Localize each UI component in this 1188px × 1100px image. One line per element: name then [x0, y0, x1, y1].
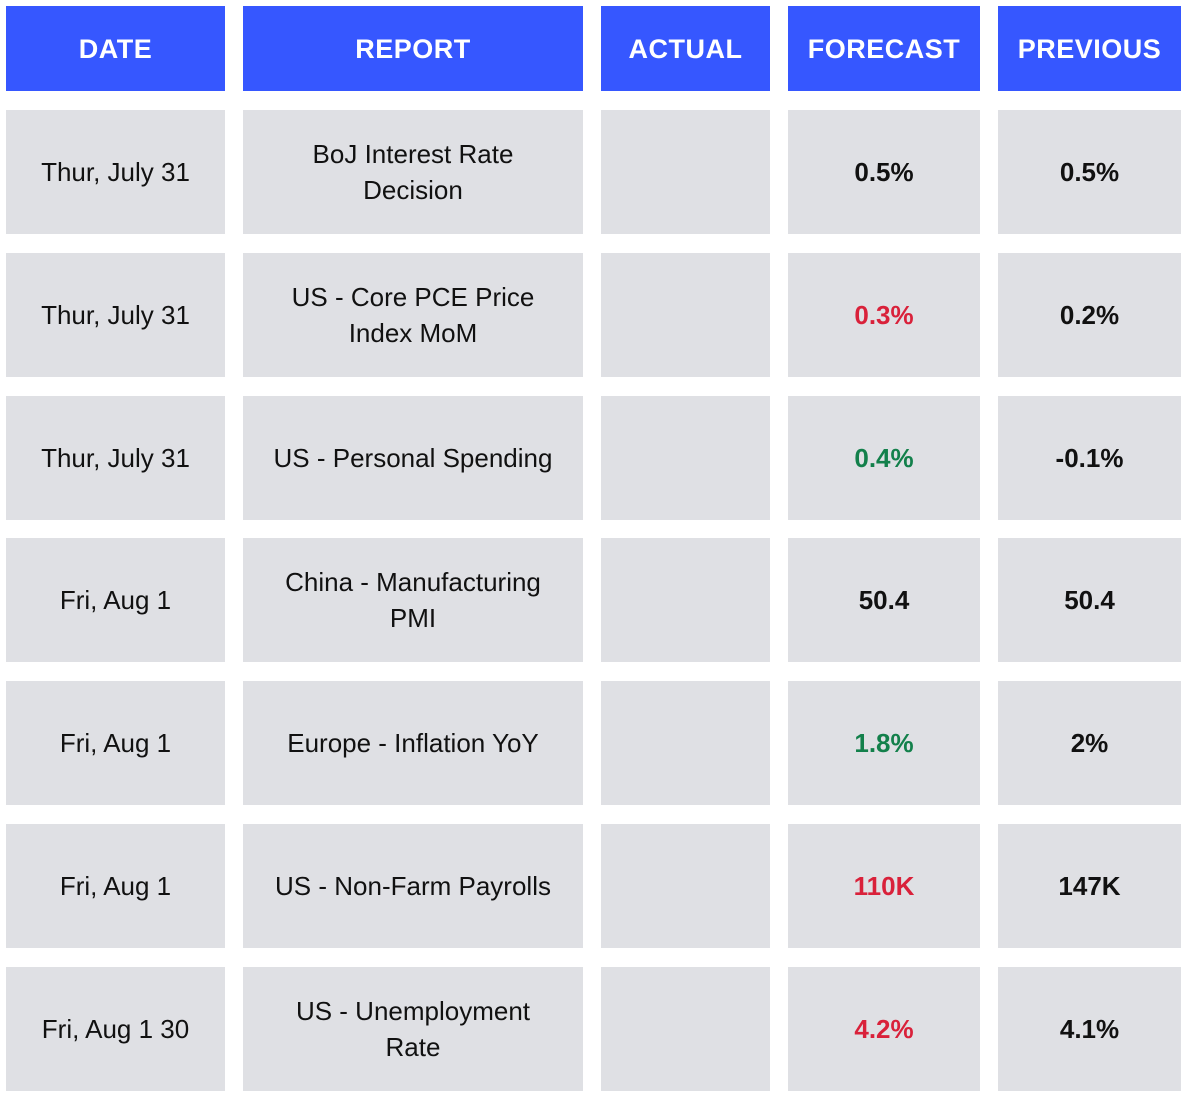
actual-cell [601, 966, 770, 1091]
actual-cell [601, 395, 770, 520]
forecast-cell: 110K [788, 824, 980, 948]
date-cell: Thur, July 31 [6, 395, 225, 520]
actual-cell [601, 824, 770, 948]
forecast-cell: 0.4% [788, 395, 980, 520]
date-cell: Fri, Aug 1 30 [6, 966, 225, 1091]
date-cell: Thur, July 31 [6, 252, 225, 377]
header-cell: DATE [6, 6, 225, 91]
report-cell: BoJ Interest Rate Decision [243, 110, 583, 234]
header-cell: PREVIOUS [998, 6, 1181, 91]
report-cell: US - Core PCE Price Index MoM [243, 252, 583, 377]
header-cell: ACTUAL [601, 6, 770, 91]
report-cell: US - Unemployment Rate [243, 966, 583, 1091]
report-cell: US - Non-Farm Payrolls [243, 824, 583, 948]
actual-cell [601, 252, 770, 377]
forecast-cell: 0.3% [788, 252, 980, 377]
previous-cell: 4.1% [998, 966, 1181, 1091]
actual-cell [601, 538, 770, 663]
previous-cell: 2% [998, 681, 1181, 806]
report-cell: China - Manufacturing PMI [243, 538, 583, 663]
previous-cell: -0.1% [998, 395, 1181, 520]
forecast-cell: 50.4 [788, 538, 980, 663]
date-cell: Thur, July 31 [6, 110, 225, 234]
report-cell: Europe - Inflation YoY [243, 681, 583, 806]
date-cell: Fri, Aug 1 [6, 538, 225, 663]
report-cell: US - Personal Spending [243, 395, 583, 520]
forecast-cell: 1.8% [788, 681, 980, 806]
forecast-cell: 4.2% [788, 966, 980, 1091]
header-cell: FORECAST [788, 6, 980, 91]
actual-cell [601, 110, 770, 234]
previous-cell: 147K [998, 824, 1181, 948]
previous-cell: 50.4 [998, 538, 1181, 663]
date-cell: Fri, Aug 1 [6, 681, 225, 806]
previous-cell: 0.5% [998, 110, 1181, 234]
header-cell: REPORT [243, 6, 583, 91]
previous-cell: 0.2% [998, 252, 1181, 377]
forecast-cell: 0.5% [788, 110, 980, 234]
date-cell: Fri, Aug 1 [6, 824, 225, 948]
actual-cell [601, 681, 770, 806]
